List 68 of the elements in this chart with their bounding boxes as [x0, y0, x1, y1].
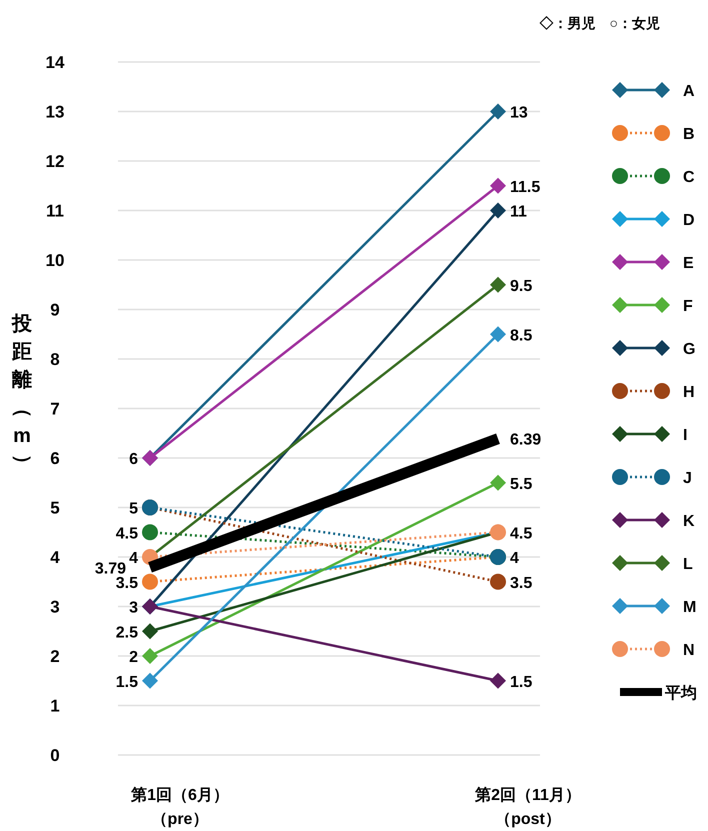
data-label: 2 — [129, 649, 138, 666]
data-label: 3.5 — [116, 574, 138, 592]
point — [490, 178, 506, 194]
data-label: 4.5 — [510, 525, 532, 542]
legend-label: D — [683, 212, 695, 229]
data-label: 4 — [510, 550, 519, 567]
point — [142, 648, 158, 664]
y-tick-label: 2 — [50, 647, 60, 666]
y-tick-label: 1 — [50, 696, 60, 716]
y-tick-label: 14 — [46, 53, 65, 72]
point — [490, 276, 506, 293]
data-label: 13 — [510, 104, 528, 122]
point — [490, 474, 506, 491]
point — [142, 574, 158, 590]
data-label: 5.5 — [510, 476, 532, 493]
y-tick-label: 12 — [46, 152, 64, 171]
legend-label: B — [683, 126, 695, 143]
y-tick-label: 5 — [50, 498, 60, 518]
data-label: 3.5 — [510, 574, 532, 592]
data-label: 2.5 — [116, 624, 138, 642]
legend-label: K — [683, 513, 695, 530]
text: ◇：男児 ○：女児 — [540, 15, 660, 31]
data-label: 6.39 — [510, 432, 542, 449]
data-label: 3 — [129, 600, 138, 616]
point — [490, 672, 506, 689]
data-label: 8.5 — [510, 327, 532, 344]
legend-label: I — [683, 427, 688, 444]
data-label: 3.79 — [94, 560, 126, 578]
data-label: 9.5 — [510, 278, 532, 295]
y-tick-label: 13 — [46, 102, 64, 122]
point — [490, 326, 506, 342]
y-axis-title: 投距離（m） — [11, 313, 34, 474]
legend-label: H — [683, 384, 695, 401]
x-tick-label: 第2回（11月）（post） — [474, 786, 581, 828]
legend-label: C — [683, 169, 695, 186]
y-tick-label: 9 — [50, 300, 60, 320]
legend-label: L — [683, 556, 693, 573]
x-tick-label: 第1回（6月）（pre） — [130, 786, 229, 828]
data-label: 11.5 — [510, 178, 540, 196]
y-tick-label: 3 — [50, 598, 60, 616]
data-label: 4 — [129, 550, 138, 567]
point — [142, 524, 158, 540]
point — [142, 623, 158, 640]
legend-label: A — [683, 83, 695, 100]
legend-label: 平均 — [664, 684, 697, 702]
y-tick-label: 4 — [50, 548, 60, 567]
legend-label: N — [683, 642, 695, 659]
data-label: 1.5 — [510, 674, 532, 691]
legend-label: F — [683, 298, 693, 315]
legend-label: M — [683, 599, 696, 616]
legend-label: E — [683, 255, 694, 272]
point — [490, 104, 506, 120]
y-tick-label: 7 — [50, 400, 60, 418]
data-label: 11 — [510, 204, 528, 220]
data-label: 6 — [129, 451, 138, 468]
point — [490, 202, 506, 218]
point — [142, 672, 158, 689]
legend-label: J — [683, 470, 692, 487]
y-tick-label: 10 — [46, 251, 64, 270]
y-tick-label: 0 — [50, 746, 60, 765]
y-tick-label: 11 — [46, 202, 64, 220]
legend-label: G — [683, 341, 696, 358]
point — [490, 574, 506, 590]
data-label: 1.5 — [116, 674, 138, 691]
data-label: 5 — [129, 500, 138, 518]
y-tick-label: 6 — [50, 449, 60, 468]
data-label: 4.5 — [116, 525, 138, 542]
y-tick-label: 8 — [50, 350, 60, 369]
